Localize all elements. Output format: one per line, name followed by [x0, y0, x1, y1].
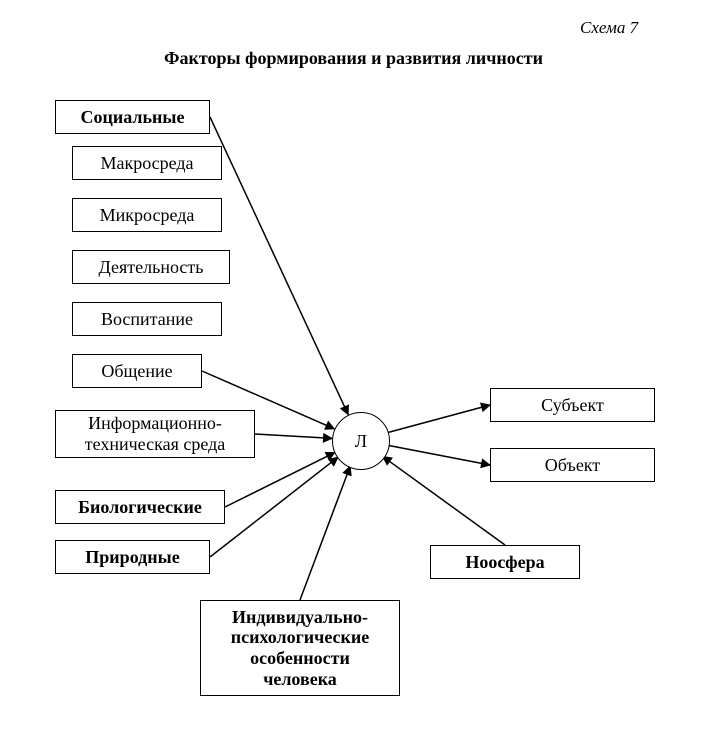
- diagram-title: Факторы формирования и развития личности: [0, 48, 707, 69]
- node-micro: Микросреда: [72, 198, 222, 232]
- edge-L-subject: [387, 405, 490, 433]
- node-individual: Индивидуально-психологическиеособенности…: [200, 600, 400, 696]
- node-subject: Субъект: [490, 388, 655, 422]
- scheme-label: Схема 7: [580, 18, 638, 38]
- edge-biological-L: [225, 452, 335, 507]
- node-activity: Деятельность: [72, 250, 230, 284]
- edge-social-L: [210, 117, 348, 415]
- node-communic: Общение: [72, 354, 202, 388]
- node-natural: Природные: [55, 540, 210, 574]
- edge-natural-L: [210, 457, 338, 557]
- node-object: Объект: [490, 448, 655, 482]
- edge-noosphere-L: [383, 456, 505, 545]
- node-noosphere: Ноосфера: [430, 545, 580, 579]
- node-social: Социальные: [55, 100, 210, 134]
- edge-individual-L: [300, 466, 350, 600]
- edge-L-object: [387, 445, 490, 465]
- node-biological: Биологические: [55, 490, 225, 524]
- node-macro: Макросреда: [72, 146, 222, 180]
- edge-infotech-L: [255, 434, 332, 438]
- node-infotech: Информационно-техническая среда: [55, 410, 255, 458]
- center-node: Л: [332, 412, 390, 470]
- node-upbringing: Воспитание: [72, 302, 222, 336]
